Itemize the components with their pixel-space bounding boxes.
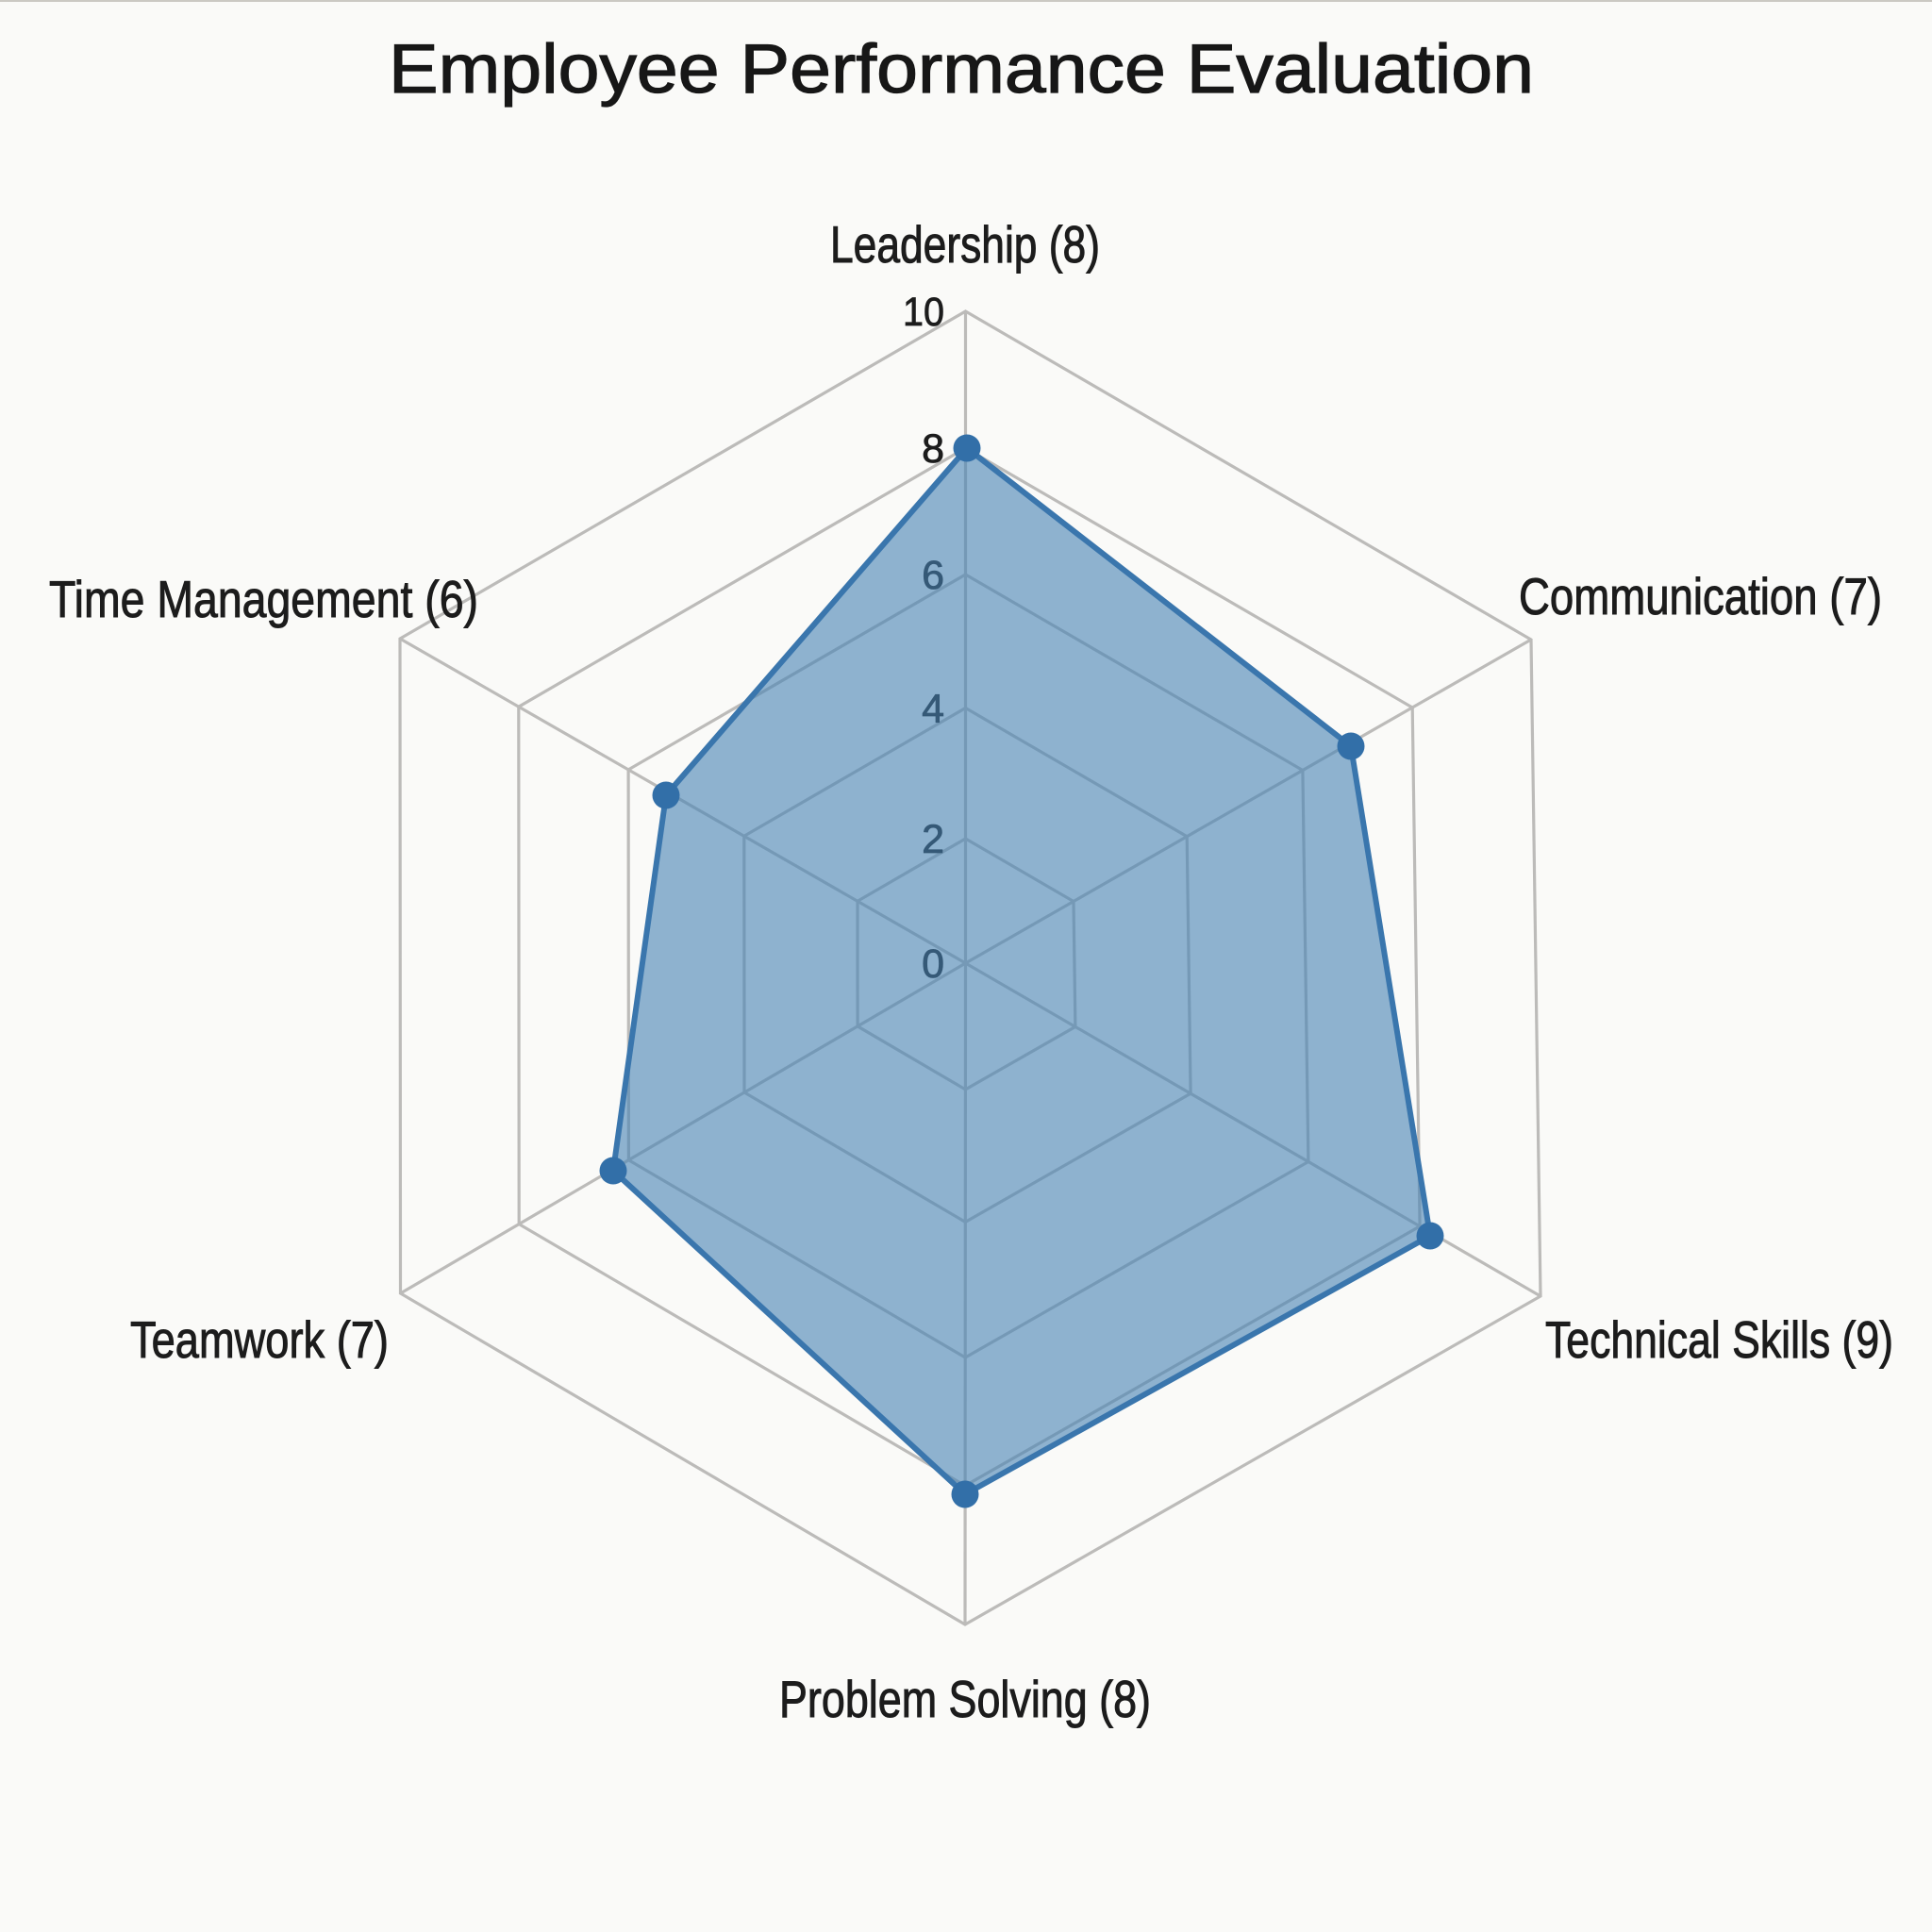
svg-text:Leadership (8): Leadership (8) (830, 215, 1100, 274)
svg-text:Problem Solving (8): Problem Solving (8) (779, 1670, 1151, 1728)
svg-text:10: 10 (903, 290, 944, 335)
svg-text:Communication (7): Communication (7) (1519, 567, 1882, 625)
svg-text:Technical Skills (9): Technical Skills (9) (1545, 1310, 1893, 1369)
svg-text:Employee Performance Evaluatio: Employee Performance Evaluation (389, 31, 1534, 108)
svg-text:8: 8 (922, 426, 944, 472)
svg-text:Time Management (6): Time Management (6) (49, 570, 478, 628)
svg-text:Teamwork (7): Teamwork (7) (130, 1310, 389, 1369)
